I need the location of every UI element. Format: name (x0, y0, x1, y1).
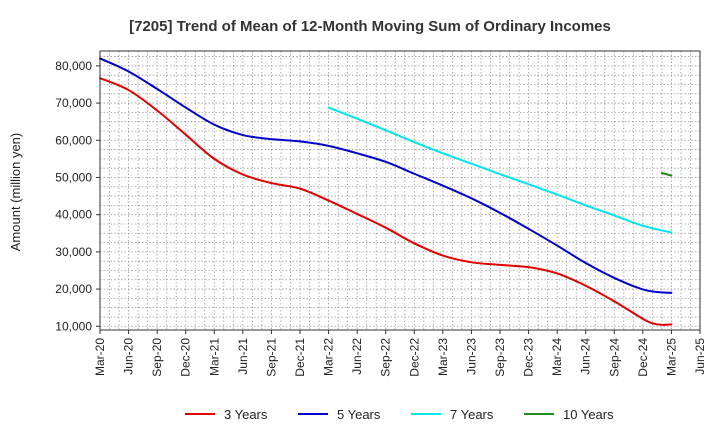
legend-label-5-years: 5 Years (337, 407, 381, 422)
x-tick-label: Sep-24 (607, 338, 621, 377)
y-tick-label: 50,000 (55, 170, 92, 184)
x-axis: Mar-20 Jun-20 Sep-20 Dec-20 Mar-21 Jun-21 Sep-… (93, 330, 707, 377)
y-tick-label: 70,000 (55, 96, 92, 110)
x-tick-label: Mar-23 (436, 338, 450, 376)
y-tick-label: 60,000 (55, 133, 92, 147)
x-tick-label: Sep-22 (379, 338, 393, 377)
x-tick-label: Mar-24 (550, 338, 564, 376)
x-tick-label: Jun-24 (579, 338, 593, 375)
y-axis: 10,000 20,000 30,000 40,000 50,000 60,000 70,0… (55, 59, 100, 333)
series-line-5-years (99, 57, 673, 294)
y-axis-label: Amount (million yen) (8, 133, 23, 252)
x-tick-label: Dec-20 (179, 338, 193, 377)
x-tick-label: Mar-22 (322, 338, 336, 376)
x-tick-label: Dec-21 (293, 338, 307, 377)
x-tick-label: Jun-20 (122, 338, 136, 375)
legend-label-3-years: 3 Years (224, 407, 268, 422)
x-tick-label: Mar-25 (664, 338, 678, 376)
y-tick-label: 80,000 (55, 59, 92, 73)
legend-label-10-years: 10 Years (563, 407, 614, 422)
x-tick-label: Sep-23 (493, 338, 507, 377)
x-tick-label: Dec-23 (522, 338, 536, 377)
x-tick-label: Jun-21 (236, 338, 250, 375)
x-tick-label: Sep-20 (150, 338, 164, 377)
x-tick-label: Jun-25 (693, 338, 707, 375)
x-tick-label: Sep-21 (264, 338, 278, 377)
x-tick-label: Dec-22 (407, 338, 421, 377)
plot-frame (99, 50, 701, 331)
legend-label-7-years: 7 Years (450, 407, 494, 422)
x-tick-label: Jun-22 (350, 338, 364, 375)
grid (100, 51, 700, 330)
y-tick-label: 40,000 (55, 208, 92, 222)
series-line-7-years (327, 106, 673, 234)
series-line-3-years (99, 77, 673, 326)
series-line-10-years (660, 172, 673, 177)
y-tick-label: 20,000 (55, 282, 92, 296)
y-tick-label: 30,000 (55, 245, 92, 259)
y-tick-label: 10,000 (55, 319, 92, 333)
series-group (99, 57, 673, 326)
chart-title: [7205] Trend of Mean of 12-Month Moving … (129, 18, 611, 35)
x-tick-label: Jun-23 (464, 338, 478, 375)
x-tick-label: Mar-21 (207, 338, 221, 376)
x-tick-label: Dec-24 (636, 338, 650, 377)
legend: 3 Years 5 Years 7 Years 10 Years (185, 407, 614, 422)
x-tick-label: Mar-20 (93, 338, 107, 376)
